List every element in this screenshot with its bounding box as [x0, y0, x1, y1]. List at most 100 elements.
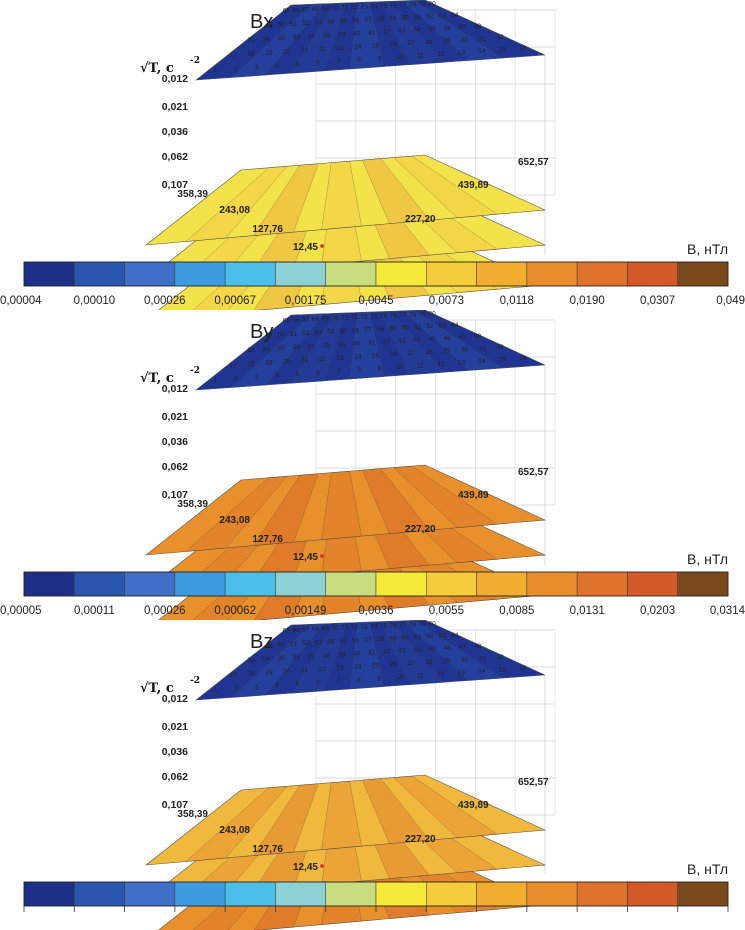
- point-label: 2: [234, 65, 238, 72]
- point-label: 45: [429, 646, 437, 653]
- point-label: 35: [278, 345, 286, 352]
- colorbar-title: B, нТл: [687, 861, 728, 877]
- point-label: 66: [292, 627, 300, 634]
- point-label: 15: [499, 667, 507, 674]
- point-label: 49: [265, 332, 273, 339]
- point-label: 4: [275, 682, 279, 689]
- colorbar-cell: [124, 881, 176, 907]
- point-label: 67: [302, 6, 310, 13]
- point-label: 6: [316, 370, 320, 377]
- point-label: 33: [247, 347, 255, 354]
- point-label: 55: [340, 638, 348, 645]
- panel-by: 1 2 3 4 5 6 7 8 9 10 11 12 13 14 15 16 17 18 19 20 21 22 23 24 2…: [0, 310, 745, 620]
- point-label: 33: [247, 37, 255, 44]
- contour-band: [362, 158, 430, 224]
- point-label: 36: [293, 344, 301, 351]
- point-label: 71: [341, 625, 349, 632]
- point-label: 42: [383, 29, 391, 36]
- point-label: 54: [327, 329, 335, 336]
- point-label: 16: [519, 45, 527, 52]
- time-tick: 0,036: [162, 436, 188, 448]
- colorbar-cell: [174, 881, 226, 907]
- colorbar-tick: 0,00067: [214, 295, 256, 307]
- point-label: 45: [429, 26, 437, 33]
- point-label: 37: [308, 33, 316, 40]
- point-label: 11: [417, 52, 424, 59]
- x-tick: 12,45: [293, 552, 318, 563]
- contour-band: [401, 0, 504, 61]
- point-label: 33: [247, 657, 255, 664]
- point-label: 31: [479, 35, 487, 42]
- point-label: 7: [337, 678, 341, 685]
- point-label: 12: [437, 361, 445, 368]
- point-label: 55: [340, 328, 348, 335]
- colorbar-cell: [174, 261, 226, 287]
- contour-band: [185, 166, 288, 242]
- point-label: 16: [519, 665, 527, 672]
- point-label: 25: [372, 352, 380, 359]
- point-label: 19: [265, 50, 273, 57]
- point-label: 20: [283, 358, 291, 365]
- point-label: 3: [255, 64, 259, 71]
- point-label: 38: [323, 32, 331, 39]
- y-tick: 652,57: [518, 157, 549, 168]
- time-tick: 0,062: [162, 461, 188, 473]
- point-label: 22: [319, 46, 327, 53]
- panel-bx: 1 2 3 4 5 6 7 8 9 10 11 12 13 14 15 16 17 18 19 20 21 22 23 24 2…: [0, 0, 745, 310]
- colorbar-cell: [275, 881, 326, 907]
- colorbar: [23, 571, 729, 597]
- point-label: 17: [230, 672, 238, 679]
- colorbar-cell: [23, 881, 75, 907]
- x-tick: 12,45: [293, 242, 318, 253]
- time-tick: 0,012: [162, 383, 188, 395]
- colorbar-cell: [23, 261, 75, 287]
- point-label: 77: [399, 312, 407, 319]
- colorbar-tick: 0,0055: [429, 605, 464, 617]
- time-tick: 0,021: [162, 721, 188, 733]
- point-label: 30: [461, 346, 469, 353]
- point-label: 2: [234, 685, 238, 692]
- point-label: 66: [292, 317, 300, 324]
- point-label: 43: [398, 648, 406, 655]
- point-label: 21: [301, 357, 309, 364]
- point-label: 73: [360, 624, 368, 631]
- x-tick: 127,76: [252, 224, 283, 235]
- point-label: 61: [414, 14, 422, 21]
- point-label: 18: [248, 51, 256, 58]
- point-label: 79: [419, 311, 427, 318]
- point-label: 70: [331, 625, 339, 632]
- colorbar-cell: [375, 881, 427, 907]
- point-label: 8: [357, 367, 361, 374]
- point-label: 71: [341, 5, 349, 12]
- time-tick: 0,107: [162, 489, 188, 501]
- point-label: 64: [451, 322, 459, 329]
- colorbar-cell: [74, 881, 125, 907]
- y-tick: 652,57: [518, 777, 549, 788]
- point-label: 41: [368, 30, 376, 37]
- colorbar-cell: [677, 881, 729, 907]
- point-label: 41: [368, 650, 376, 657]
- point-label: 4: [275, 62, 279, 69]
- colorbar-cell: [174, 571, 226, 597]
- point-label: 59: [389, 325, 397, 332]
- colorbar-cell: [526, 881, 578, 907]
- point-label: 25: [372, 42, 380, 49]
- colorbar-cell: [426, 571, 477, 597]
- point-label: 73: [360, 314, 368, 321]
- point-label: 26: [390, 351, 398, 358]
- point-label: 26: [390, 41, 398, 48]
- colorbar-tick: 0,0045: [358, 295, 393, 307]
- point-label: 1: [214, 67, 218, 74]
- x-tick: 12,45: [293, 862, 318, 873]
- point-label: 69: [322, 316, 330, 323]
- x-tick: 243,08: [219, 515, 250, 526]
- contour-band: [393, 155, 498, 218]
- point-label: 1: [214, 377, 218, 384]
- colorbar-tick: 0,00026: [144, 295, 186, 307]
- point-label: 72: [351, 314, 359, 321]
- point-label: 9: [378, 675, 382, 682]
- point-label: 73: [360, 4, 368, 11]
